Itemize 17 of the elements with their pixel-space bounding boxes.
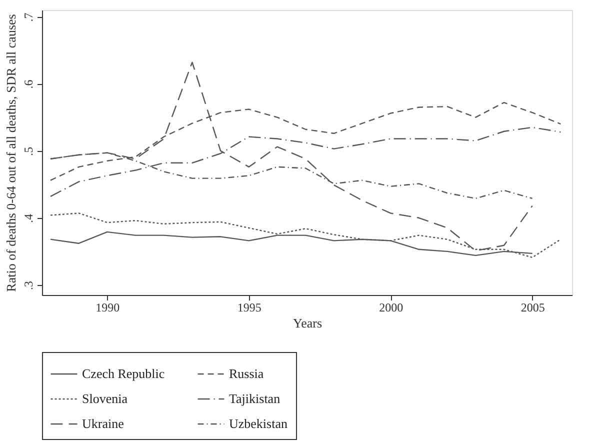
x-axis-title: Years <box>292 316 322 330</box>
legend-label: Uzbekistan <box>229 416 288 431</box>
x-tick-label: 1990 <box>96 300 120 314</box>
y-tick-label: .7 <box>22 12 36 22</box>
legend-label: Czech Republic <box>82 366 165 381</box>
y-tick-label: .5 <box>22 146 36 156</box>
y-axis-title: Ratio of deaths 0-64 out of all deaths, SDR all causes <box>4 14 18 292</box>
legend-label: Ukraine <box>82 416 124 431</box>
legend-label: Russia <box>229 366 264 381</box>
y-tick-label: .4 <box>22 214 36 223</box>
x-tick-label: 2005 <box>520 300 545 314</box>
x-tick-label: 2000 <box>379 300 404 314</box>
legend-label: Slovenia <box>82 391 128 406</box>
y-tick-label: .3 <box>22 280 36 290</box>
y-tick-label: .6 <box>22 80 36 89</box>
x-tick-label: 1995 <box>237 300 262 314</box>
legend-label: Tajikistan <box>229 391 281 406</box>
